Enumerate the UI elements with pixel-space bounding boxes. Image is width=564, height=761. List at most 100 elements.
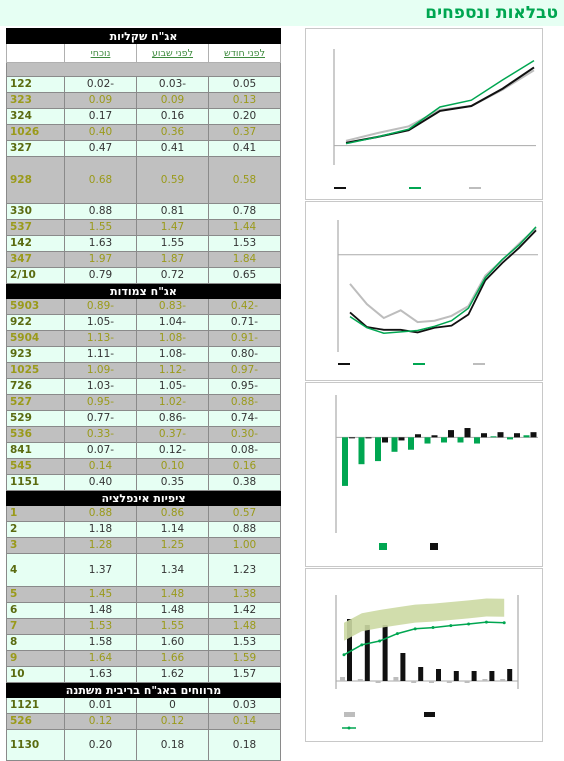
value-cell: 1.05- <box>136 378 209 395</box>
bar-green <box>358 437 365 465</box>
section-header: מרווחים באג"ח בריבית משתנה <box>6 682 281 698</box>
chart-weekly-change <box>305 382 543 567</box>
page-banner: טבלאות ונספחים <box>0 0 564 26</box>
legend-swatch <box>334 187 346 189</box>
value-cell: 1.23 <box>208 553 281 587</box>
value-cell: 0.41 <box>208 140 281 157</box>
value-cell: 0.80- <box>208 346 281 363</box>
bar-black <box>382 437 388 443</box>
value-cell: 1.59 <box>208 650 281 667</box>
bar-black <box>400 653 406 681</box>
value-cell: 0.20 <box>64 729 137 761</box>
row-id: 526 <box>6 713 65 730</box>
value-cell: 1.47 <box>136 219 209 236</box>
table-row: 327 0.47 0.41 0.41 <box>6 140 281 157</box>
value-cell: 1.03- <box>64 378 137 395</box>
row-id: 10 <box>6 666 65 683</box>
value-cell: 0.79 <box>64 267 137 284</box>
row-id: 327 <box>6 140 65 157</box>
value-cell: 0.95- <box>208 378 281 395</box>
legend-swatch <box>344 712 355 717</box>
bar-gray <box>375 681 381 683</box>
bar-black <box>418 667 424 681</box>
value-cell: 1.48 <box>136 602 209 619</box>
series-point <box>395 632 399 636</box>
table-row: 9 1.64 1.66 1.59 <box>6 650 281 667</box>
value-cell: 0.07- <box>64 442 137 459</box>
value-cell: 0.65 <box>208 267 281 284</box>
bar-green <box>441 437 447 443</box>
row-id: 1151 <box>6 474 65 491</box>
row-id: 347 <box>6 251 65 268</box>
value-cell: 1.97 <box>64 251 137 268</box>
value-cell: 0.78 <box>208 203 281 220</box>
bar-black <box>514 433 520 438</box>
series-point <box>449 624 453 628</box>
value-cell: 1.48 <box>64 602 137 619</box>
value-cell: 0.02- <box>64 76 137 93</box>
value-cell: 0.40 <box>64 474 137 491</box>
row-id: 8 <box>6 634 65 651</box>
value-cell: 1.02- <box>136 394 209 411</box>
legend-swatch <box>379 543 387 550</box>
value-cell: 0.10 <box>136 458 209 475</box>
section-header: אג"ח שקליות <box>6 28 281 44</box>
table-row: 1130 0.20 0.18 0.18 <box>6 729 281 761</box>
value-cell: 1.63 <box>64 666 137 683</box>
table-row: 347 1.97 1.87 1.84 <box>6 251 281 268</box>
bar-green <box>490 436 497 438</box>
value-cell: 0.41 <box>136 140 209 157</box>
value-cell: 0.91- <box>208 330 281 347</box>
bar-green <box>474 437 480 444</box>
value-cell: 0.09 <box>64 92 137 109</box>
value-cell: 0.14 <box>64 458 137 475</box>
spacer-cell <box>6 62 281 77</box>
chart-svg <box>333 49 536 189</box>
value-cell: 0.88 <box>64 203 137 220</box>
value-cell: 1.84 <box>208 251 281 268</box>
value-cell: 0.16 <box>208 458 281 475</box>
value-cell: 0.36 <box>136 124 209 141</box>
bar-black <box>471 671 477 681</box>
table-row: 529 0.77- 0.86- 0.74- <box>6 410 281 427</box>
legend-swatch <box>473 363 485 365</box>
value-cell: 0.30- <box>208 426 281 443</box>
value-cell: 1.37 <box>64 553 137 587</box>
bar-green <box>342 437 348 486</box>
series-point <box>342 653 346 657</box>
bar-green <box>523 435 530 438</box>
value-cell: 1.34 <box>136 553 209 587</box>
chart-real-yield-curve <box>305 201 543 381</box>
value-cell: 0.77- <box>64 410 137 427</box>
value-cell: 0.12 <box>64 713 137 730</box>
value-cell: 1.28 <box>64 537 137 554</box>
row-id: 122 <box>6 76 65 93</box>
bar-black <box>464 428 471 438</box>
bar-black <box>349 437 355 439</box>
row-id: 536 <box>6 426 65 443</box>
value-cell: 0.08- <box>208 442 281 459</box>
bar-gray <box>464 681 470 683</box>
bar-green <box>375 437 381 462</box>
table-row: 5904 1.13- 1.08- 0.91- <box>6 330 281 347</box>
table-row: 1 0.88 0.86 0.57 <box>6 505 281 522</box>
value-cell: 0.09 <box>136 92 209 109</box>
value-cell: 1.25 <box>136 537 209 554</box>
value-cell: 1.53 <box>208 235 281 252</box>
value-cell: 1.55 <box>64 219 137 236</box>
value-cell: 0.86- <box>136 410 209 427</box>
series-line <box>343 621 505 656</box>
value-cell: 0.20 <box>208 108 281 125</box>
table-row: 330 0.88 0.81 0.78 <box>6 203 281 220</box>
value-cell: 1.45 <box>64 586 137 603</box>
bar-black <box>448 430 454 438</box>
table-row: 6 1.48 1.48 1.42 <box>6 602 281 619</box>
value-cell: 0.47 <box>64 140 137 157</box>
bar-green <box>408 437 414 450</box>
value-cell: 1.12- <box>136 362 209 379</box>
row-id: 923 <box>6 346 65 363</box>
bar-gray <box>357 679 363 681</box>
bar-green <box>391 437 398 452</box>
value-cell: 1.48 <box>208 618 281 635</box>
section-title: אג"ח צמודות <box>6 283 281 299</box>
